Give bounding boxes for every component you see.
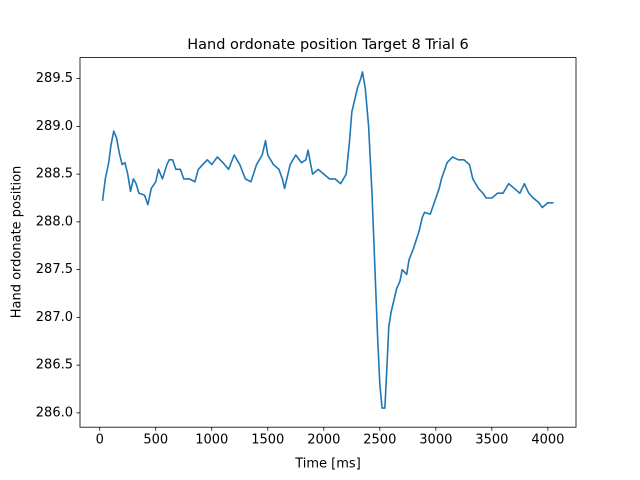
- x-tick-label: 0: [96, 433, 104, 448]
- x-tick-label: 500: [143, 433, 168, 448]
- y-tick-label: 286.0: [36, 405, 73, 420]
- x-tick-label: 1500: [251, 433, 284, 448]
- y-tick-label: 288.5: [36, 167, 73, 182]
- x-tick-label: 4000: [531, 433, 564, 448]
- x-axis-label: Time [ms]: [294, 457, 361, 472]
- chart-title: Hand ordonate position Target 8 Trial 6: [187, 37, 469, 53]
- axes-frame: [79, 57, 577, 428]
- x-tick-label: 3000: [419, 433, 452, 448]
- y-tick-label: 287.0: [36, 310, 73, 325]
- y-tick-label: 286.5: [36, 358, 73, 373]
- data-line: [101, 71, 554, 409]
- y-tick-label: 289.0: [36, 119, 73, 134]
- x-tick-label: 2500: [363, 433, 396, 448]
- x-tick-label: 3500: [475, 433, 508, 448]
- y-tick-label: 288.0: [36, 214, 73, 229]
- y-tick-label: 289.5: [36, 71, 73, 86]
- y-tick-label: 287.5: [36, 262, 73, 277]
- y-axis-label: Hand ordonate position: [10, 166, 25, 319]
- x-tick-label: 1000: [195, 433, 228, 448]
- x-tick-label: 2000: [307, 433, 340, 448]
